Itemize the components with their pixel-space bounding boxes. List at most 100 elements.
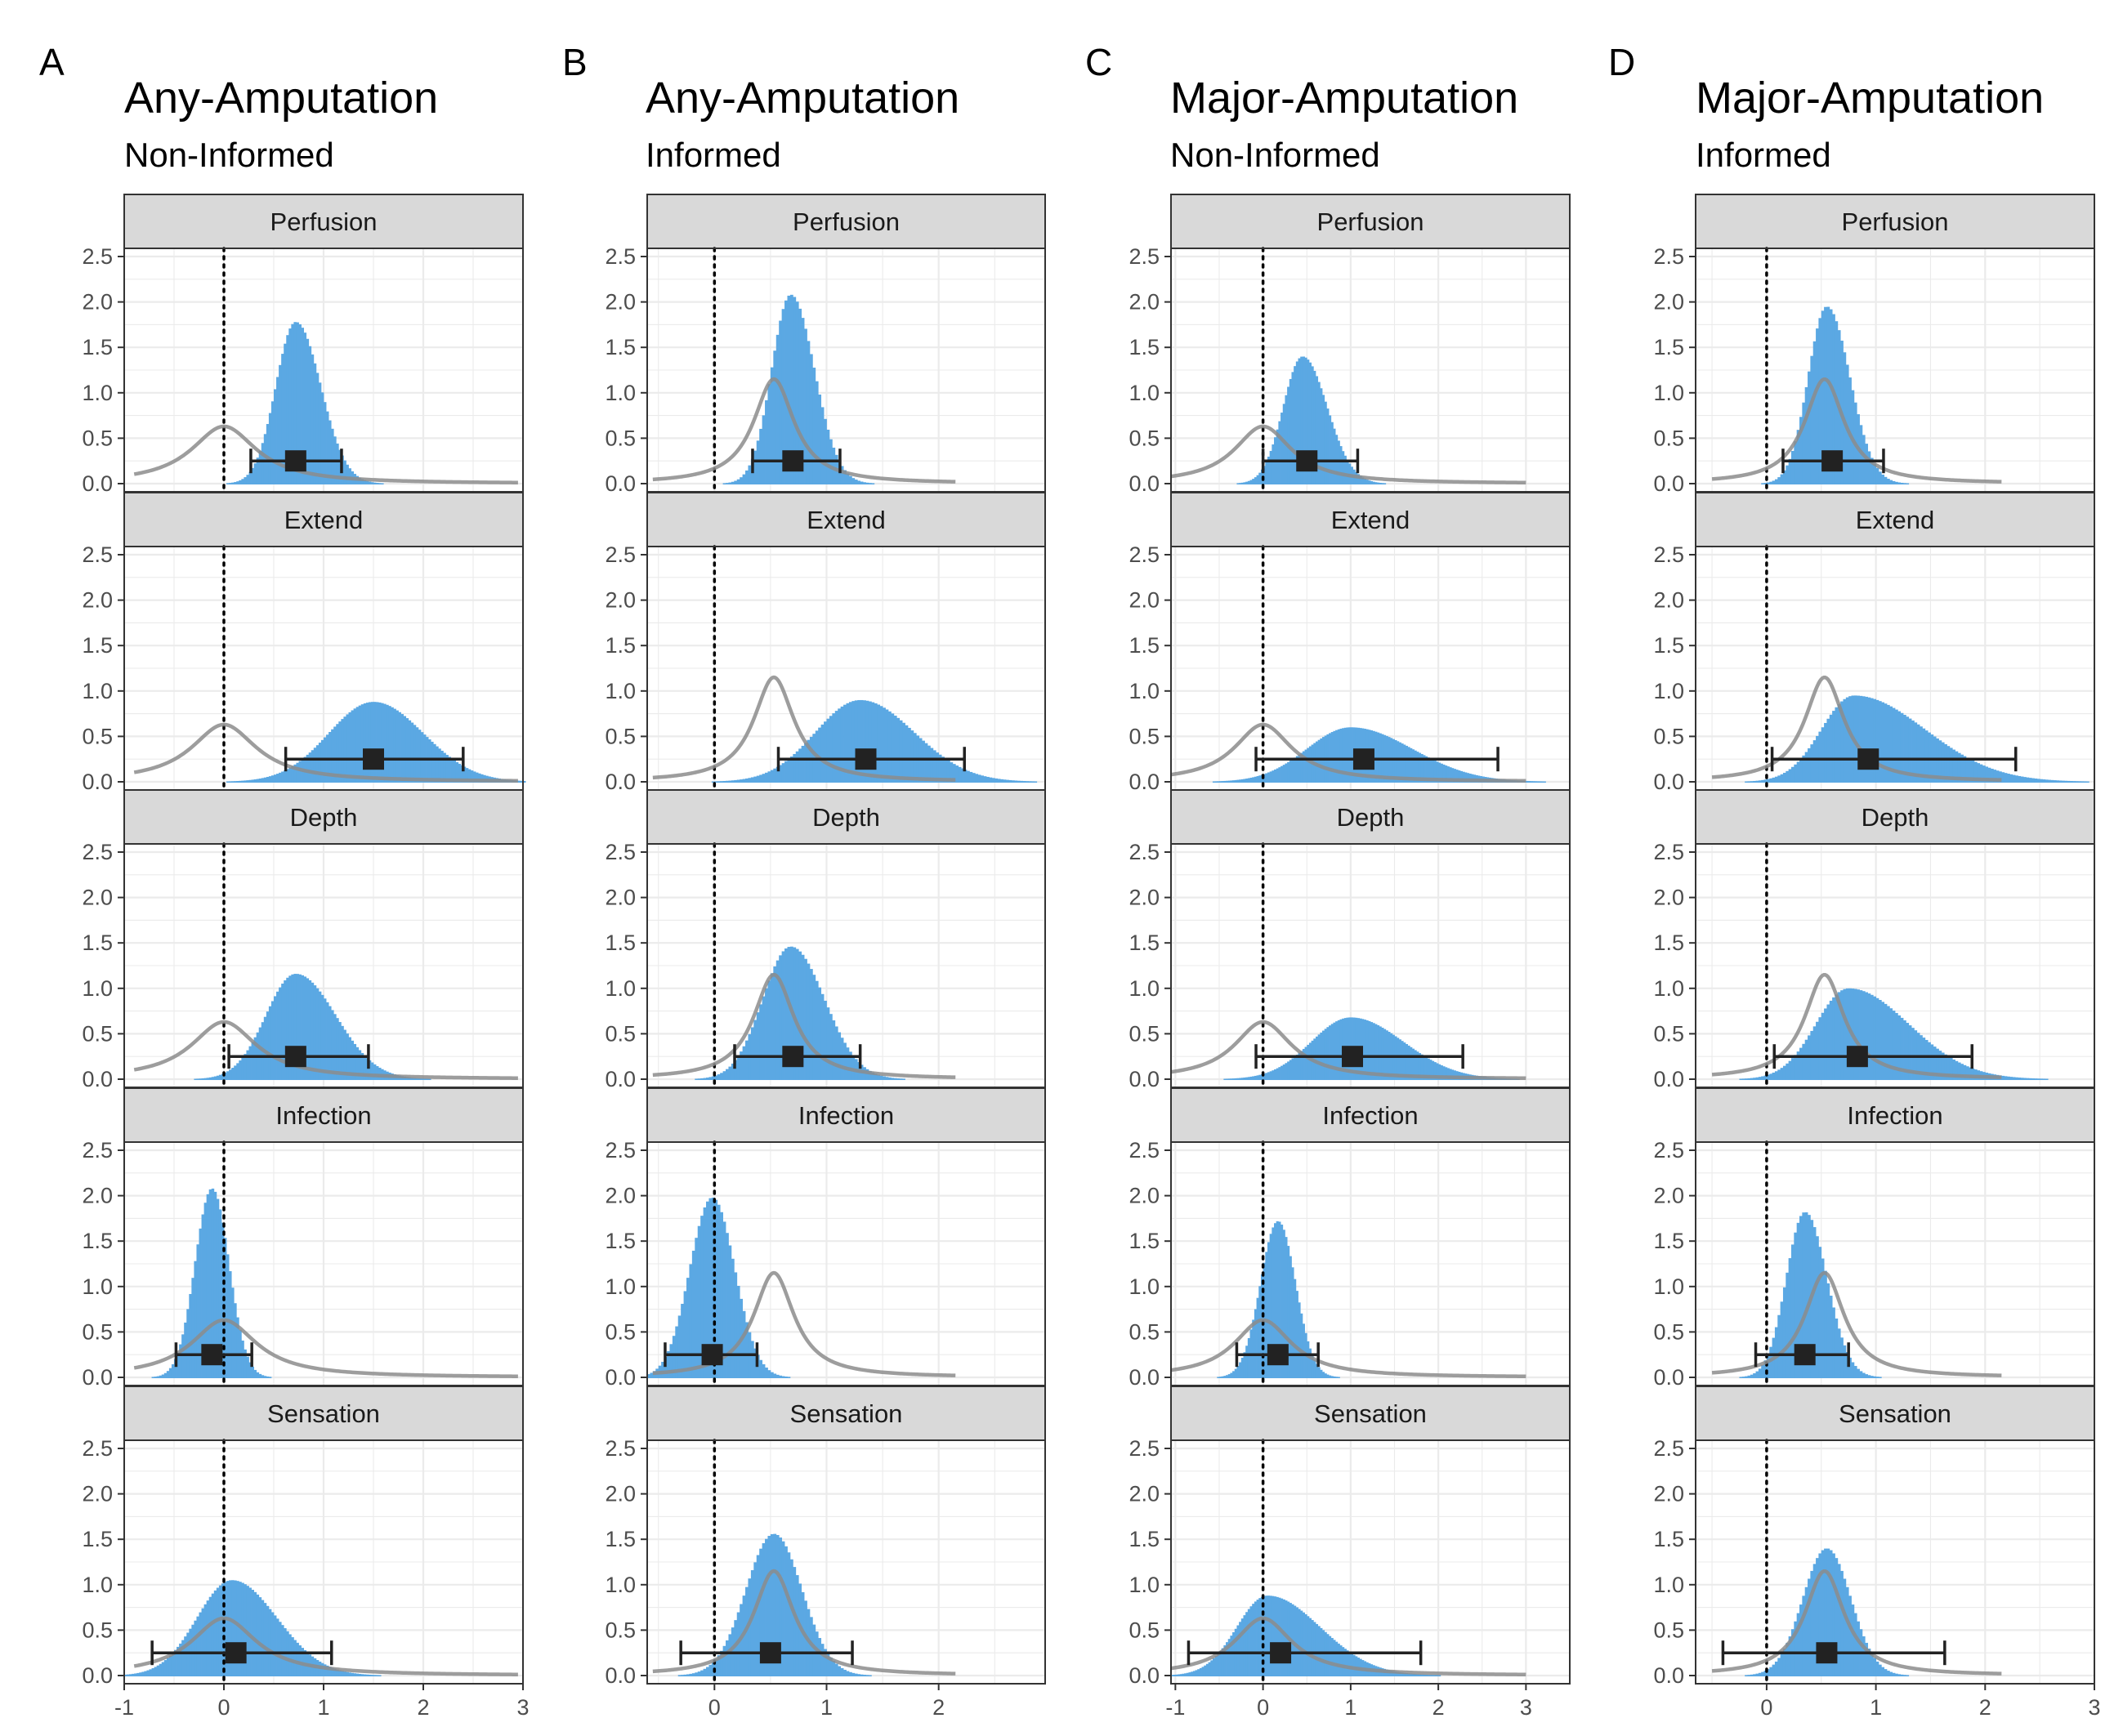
histogram-bar [1339,446,1343,484]
histogram-bar [1276,1221,1279,1378]
histogram-bar [288,767,292,783]
point-estimate [363,748,384,770]
histogram-bar [708,1077,713,1080]
histogram-bar [234,1580,237,1676]
histogram-bar [333,726,337,783]
histogram-bar [216,1198,220,1378]
histogram-bar [1335,730,1339,783]
histogram-bar [1924,1039,1929,1080]
histogram-bar [293,764,297,783]
histogram-bar [1750,1078,1754,1080]
histogram-bar [318,991,322,1080]
histogram-bar [1758,1077,1762,1080]
histogram-bar [168,1368,172,1378]
histogram-bar [1772,480,1776,484]
histogram-bar [306,978,310,1080]
histogram-bar [124,1674,127,1676]
histogram-bar [677,1315,682,1378]
y-tick-label: 0.0 [82,1067,113,1091]
histogram-bar [2056,780,2059,783]
histogram-bar [1217,781,1220,783]
histogram-bar [1020,780,1023,783]
histogram-bar [1258,1074,1262,1080]
histogram-bar [1368,480,1371,484]
histogram-bar [874,1073,878,1080]
histogram-bar [144,1671,147,1676]
y-tick-label: 0.0 [82,471,113,496]
histogram-bar [244,477,247,484]
histogram-bar [1826,1004,1830,1080]
histogram-bar [1398,1039,1401,1080]
histogram-bar [1407,747,1410,783]
histogram-bar [1458,770,1461,783]
histogram-bar [1816,1558,1819,1676]
x-tick-label: 2 [1432,1695,1445,1720]
histogram-bar [1243,1077,1246,1080]
y-tick-label: 1.0 [82,1274,113,1299]
histogram-bar [1234,1368,1237,1378]
histogram-bar [1928,1042,1931,1080]
histogram-bar [1963,1064,1967,1080]
histogram-bar [346,464,349,484]
histogram-bar [1848,696,1852,783]
histogram-bar [765,772,768,783]
histogram-bar [952,764,956,783]
histogram-bar [697,1078,701,1080]
x-tick-label: 3 [2088,1695,2100,1720]
point-estimate [759,1642,781,1664]
histogram-bar [1990,768,1994,783]
histogram-bar [263,1376,267,1378]
histogram-bar [1414,1050,1417,1080]
histogram-bar [963,770,968,783]
histogram-bar [2040,1078,2043,1080]
estimate-interval [751,449,842,474]
histogram-bar [1747,1675,1751,1676]
histogram-bar [700,1078,704,1080]
histogram-bar [1889,1008,1893,1080]
histogram-bar [229,1580,232,1676]
histogram-bar [2028,1078,2032,1080]
histogram-bar [722,1071,726,1080]
y-tick-label: 0.0 [605,1365,636,1390]
histogram-bar [1365,480,1369,484]
histogram-bar [1440,763,1443,783]
histogram-bar [765,399,768,484]
histogram-bar [1900,1017,1904,1080]
prior-curve [1170,1616,1526,1677]
histogram-bar [851,1055,856,1080]
histogram-bar [1462,771,1465,783]
histogram-bar [1745,1675,1748,1676]
histogram-bar [804,958,807,1080]
histogram-bar [1265,462,1268,484]
histogram-bar [1862,1636,1866,1676]
histogram-bar [756,440,760,484]
histogram-bar [1416,752,1419,783]
panel-border [646,1439,1046,1685]
histogram-bar [1300,1313,1303,1378]
y-tick-label: 1.5 [1653,1229,1684,1253]
histogram-bar [714,1658,718,1676]
histogram-bar [258,1027,262,1080]
y-tick-label: 2.5 [1129,542,1160,567]
histogram-bar [1405,745,1408,783]
panel-border [1695,1439,2095,1685]
histogram-bar [1247,1337,1250,1378]
histogram-bar [246,1356,249,1378]
histogram-bar [717,781,721,783]
histogram-bar [1973,761,1978,783]
y-tick-label: 2.5 [605,1436,636,1461]
histogram-bar [1243,1352,1246,1378]
histogram-bar [1446,1068,1450,1080]
histogram-bar [231,1287,235,1378]
estimate-interval [733,1044,862,1069]
prior-curve [133,1020,518,1080]
histogram-bar [767,771,771,783]
histogram-bar [291,1637,294,1676]
histogram-bar [681,1303,684,1378]
histogram-bar [1741,1078,1745,1080]
point-estimate [284,1046,306,1068]
histogram-bar [1274,1223,1277,1378]
point-estimate [855,748,877,770]
histogram-bar [343,1671,346,1676]
